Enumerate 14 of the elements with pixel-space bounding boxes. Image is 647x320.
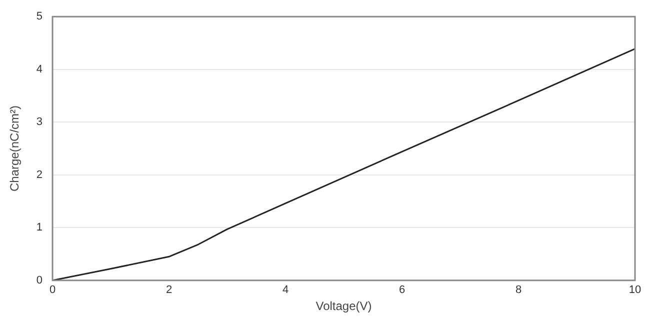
x-tick-label: 2 [166,284,172,296]
y-tick-label: 2 [36,168,43,181]
y-tick-label: 1 [36,222,43,234]
x-axis-title: Voltage(V) [316,299,372,314]
y-axis-title: Charge(nC/cm²) [8,105,22,192]
x-tick-label: 0 [49,284,56,296]
x-tick-label: 6 [398,284,406,296]
x-tick-label: 8 [515,284,522,296]
x-tick-label: 10 [628,284,642,296]
y-tick-label: 3 [36,116,43,128]
y-tick-label: 4 [36,63,43,76]
x-tick-label: 4 [282,284,289,296]
y-tick-label: 5 [36,10,43,23]
y-tick-label: 0 [36,274,43,286]
